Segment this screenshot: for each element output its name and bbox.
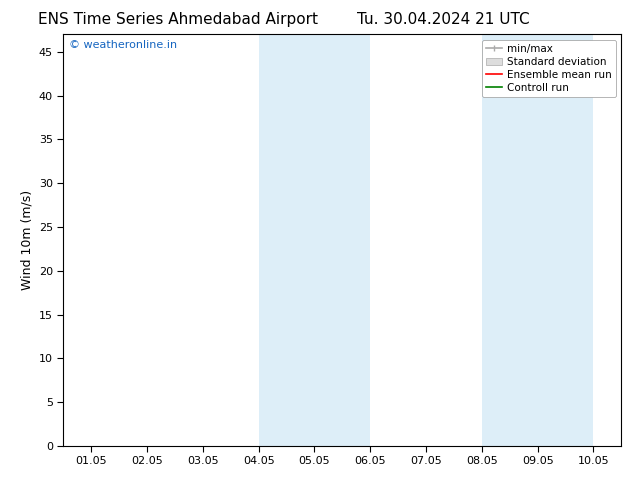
Text: ENS Time Series Ahmedabad Airport: ENS Time Series Ahmedabad Airport — [37, 12, 318, 27]
Bar — [259, 34, 314, 446]
Text: © weatheronline.in: © weatheronline.in — [69, 41, 177, 50]
Bar — [538, 34, 593, 446]
Y-axis label: Wind 10m (m/s): Wind 10m (m/s) — [20, 190, 34, 290]
Bar — [482, 34, 538, 446]
Bar — [314, 34, 370, 446]
Legend: min/max, Standard deviation, Ensemble mean run, Controll run: min/max, Standard deviation, Ensemble me… — [482, 40, 616, 97]
Text: Tu. 30.04.2024 21 UTC: Tu. 30.04.2024 21 UTC — [358, 12, 530, 27]
